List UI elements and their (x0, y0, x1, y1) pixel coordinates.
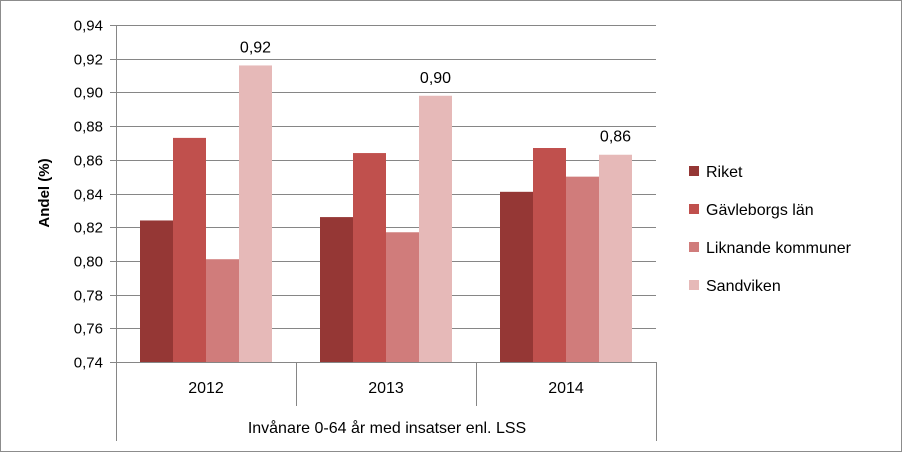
y-tick-label: 0,86 (74, 153, 103, 170)
y-tick-label: 0,90 (74, 85, 103, 102)
category-labels: 2012 2013 2014 (188, 380, 584, 397)
bar (173, 137, 206, 362)
bar (599, 154, 632, 362)
y-tick-label: 0,78 (74, 288, 103, 305)
data-label: 0,90 (420, 70, 451, 87)
axes (110, 25, 657, 441)
y-tick-label: 0,82 (74, 220, 103, 237)
legend-label: Gävleborgs län (706, 202, 814, 219)
legend-label: Liknande kommuner (706, 240, 852, 257)
data-label: 0,92 (240, 39, 271, 56)
legend: Riket Gävleborgs län Liknande kommuner Sand… (689, 164, 852, 295)
legend-swatch (689, 204, 699, 214)
bar (500, 191, 533, 362)
bar (353, 153, 386, 362)
y-tick-label: 0,84 (74, 187, 103, 204)
category-label: 2014 (548, 380, 584, 397)
legend-swatch (689, 280, 699, 290)
y-tick-label: 0,76 (74, 321, 103, 338)
legend-label: Sandviken (706, 278, 781, 295)
y-tick-labels: 0,74 0,76 0,78 0,80 0,82 0,84 0,86 0,88 0,90 0,92… (74, 18, 103, 372)
bar (239, 65, 272, 362)
data-label: 0,86 (600, 129, 631, 146)
bar (206, 259, 239, 362)
bar (320, 217, 353, 362)
y-tick-label: 0,92 (74, 52, 103, 69)
x-axis-title: Invånare 0-64 år med insatser enl. LSS (248, 419, 526, 437)
y-axis-title: Andel (%) (36, 158, 53, 227)
y-tick-label: 0,88 (74, 119, 103, 136)
bar (533, 148, 566, 362)
bars (140, 65, 632, 363)
category-label: 2012 (188, 380, 224, 397)
bar (386, 232, 419, 362)
bar (140, 220, 173, 362)
bar (566, 176, 599, 362)
category-label: 2013 (368, 380, 404, 397)
legend-swatch (689, 166, 699, 176)
legend-swatch (689, 242, 699, 252)
y-tick-label: 0,74 (74, 355, 103, 372)
bar (419, 95, 452, 363)
legend-label: Riket (706, 164, 743, 181)
y-tick-label: 0,94 (74, 18, 103, 35)
y-tick-label: 0,80 (74, 254, 103, 271)
data-labels: 0,92 0,90 0,86 (240, 39, 631, 145)
